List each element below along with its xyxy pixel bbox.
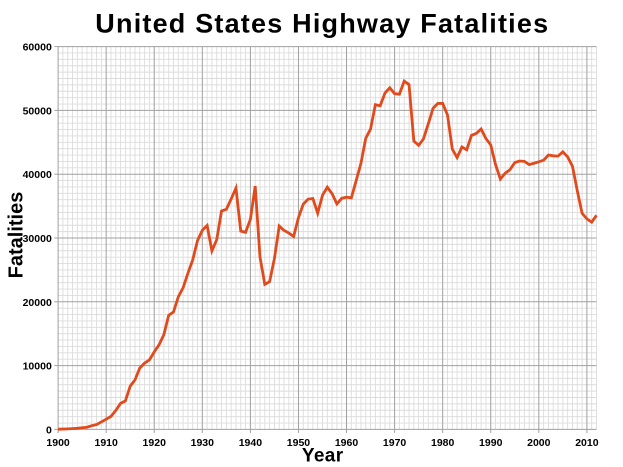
- svg-text:1900: 1900: [46, 437, 70, 449]
- svg-text:10000: 10000: [23, 361, 52, 373]
- svg-text:United States Highway Fataliti: United States Highway Fatalities: [95, 9, 549, 39]
- svg-text:30000: 30000: [23, 233, 52, 245]
- svg-text:1990: 1990: [479, 437, 503, 449]
- svg-text:1960: 1960: [335, 437, 359, 449]
- svg-text:40000: 40000: [23, 169, 52, 181]
- svg-text:1930: 1930: [191, 437, 215, 449]
- svg-text:Year: Year: [302, 445, 344, 466]
- svg-text:60000: 60000: [23, 42, 52, 54]
- svg-text:2000: 2000: [527, 437, 551, 449]
- svg-text:1940: 1940: [239, 437, 263, 449]
- svg-text:1970: 1970: [383, 437, 407, 449]
- svg-text:50000: 50000: [23, 105, 52, 117]
- svg-text:20000: 20000: [23, 297, 52, 309]
- svg-text:2010: 2010: [575, 437, 599, 449]
- svg-text:0: 0: [46, 424, 52, 436]
- svg-text:1920: 1920: [143, 437, 167, 449]
- svg-text:1950: 1950: [287, 437, 311, 449]
- svg-text:Fatalities: Fatalities: [5, 192, 27, 279]
- svg-text:1910: 1910: [94, 437, 118, 449]
- svg-text:1980: 1980: [431, 437, 455, 449]
